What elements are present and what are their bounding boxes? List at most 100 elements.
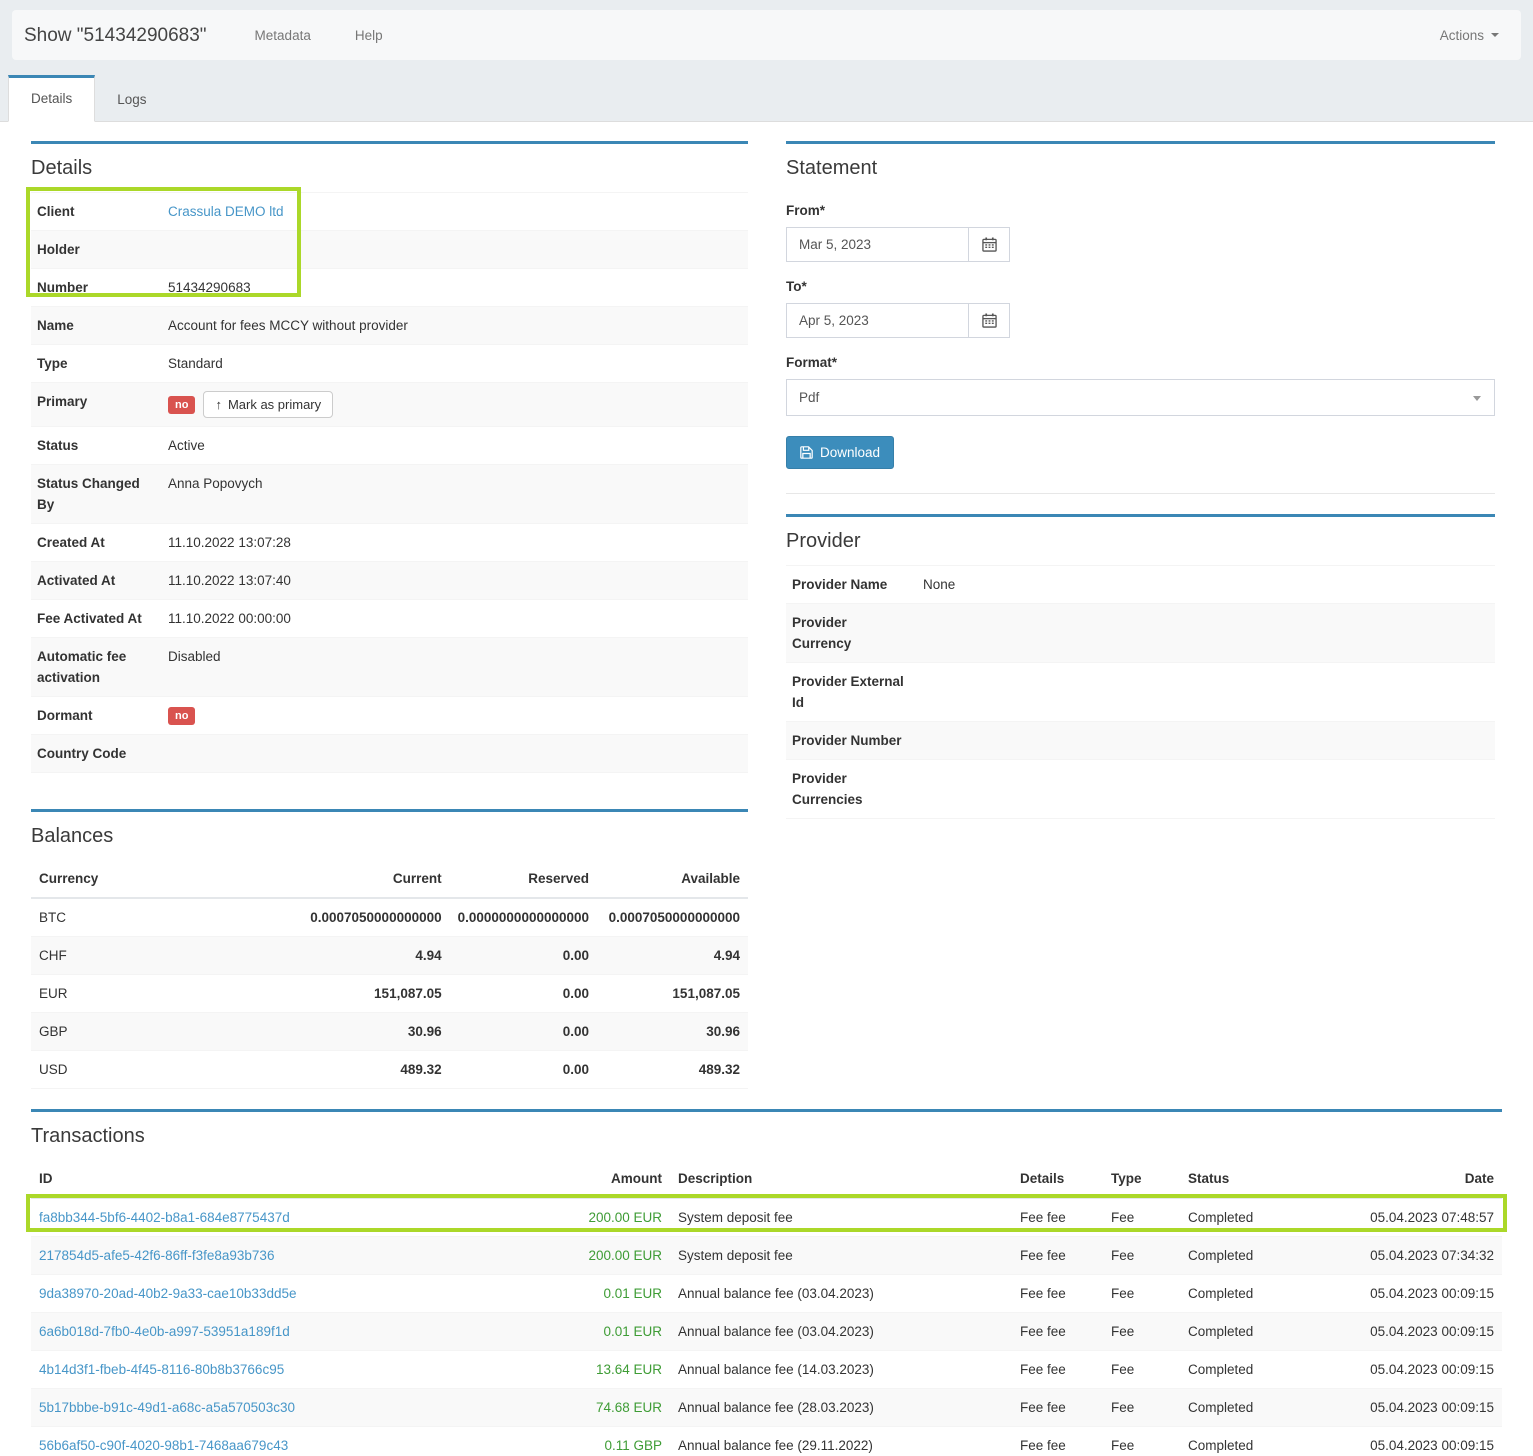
to-calendar-addon[interactable] [968,303,1010,338]
balance-row: GBP 30.96 0.00 30.96 [31,1012,748,1051]
from-date-group [786,227,1011,262]
transaction-id-link[interactable]: 4b14d3f1-fbeb-4f45-8116-80b8b3766c95 [39,1362,285,1377]
menu-item-help[interactable]: Help [354,27,383,43]
detail-label: Fee Activated At [31,599,162,638]
to-date-input[interactable] [786,303,969,338]
detail-row-type: Type Standard [31,344,748,383]
transaction-id-link[interactable]: 6a6b018d-7fb0-4e0b-a997-53951a189f1d [39,1324,290,1339]
from-calendar-addon[interactable] [968,227,1010,262]
detail-value: 11.10.2022 13:07:28 [162,523,748,562]
balance-current: 4.94 [269,936,450,975]
transaction-date: 05.04.2023 07:34:32 [1300,1236,1502,1275]
download-label: Download [820,445,881,460]
balance-reserved: 0.00 [449,1012,598,1051]
balance-currency: BTC [31,897,270,937]
column-header-id: ID [31,1160,425,1199]
column-header-current: Current [269,860,450,899]
download-button[interactable]: Download [786,436,895,469]
provider-value [917,662,1495,722]
transaction-details: Fee fee [1012,1236,1103,1275]
provider-value: None [917,565,1495,604]
column-header-amount: Amount [425,1160,670,1199]
transaction-type: Fee [1103,1274,1180,1313]
detail-value: no [162,696,748,735]
detail-label: Number [31,268,162,307]
detail-row-activated-at: Activated At 11.10.2022 13:07:40 [31,561,748,600]
tab-bar: Details Logs [0,75,1533,122]
detail-row-number: Number 51434290683 [31,268,748,307]
transaction-amount: 74.68 EUR [425,1388,670,1427]
transaction-details: Fee fee [1012,1350,1103,1389]
provider-row-external-id: Provider External Id [786,662,1495,722]
detail-label: Status Changed By [31,464,162,524]
transaction-row: 9da38970-20ad-40b2-9a33-cae10b33dd5e 0.0… [31,1274,1502,1313]
to-label: To* [786,279,807,294]
balance-available: 30.96 [597,1012,748,1051]
statement-panel: Statement From* To* Format* P [786,141,1495,494]
column-header-date: Date [1300,1160,1502,1199]
transactions-panel: Transactions ID Amount Description Detai… [26,1109,1507,1456]
tab-logs[interactable]: Logs [117,92,147,107]
balance-reserved: 0.0000000000000000 [449,897,598,937]
detail-value: Anna Popovych [162,464,748,524]
provider-row-currencies: Provider Currencies [786,759,1495,819]
transaction-description: System deposit fee [670,1197,1012,1237]
detail-value [162,230,748,269]
detail-row-automatic-fee-activation: Automatic fee activation Disabled [31,637,748,697]
transaction-description: Annual balance fee (03.04.2023) [670,1312,1012,1351]
balance-currency: GBP [31,1012,270,1051]
provider-value [917,721,1495,760]
balance-reserved: 0.00 [449,974,598,1013]
balance-currency: EUR [31,974,270,1013]
format-select[interactable]: Pdf [786,379,1495,416]
transaction-id-link[interactable]: fa8bb344-5bf6-4402-b8a1-684e8775437d [39,1210,290,1225]
mark-as-primary-button[interactable]: ↑ Mark as primary [203,391,334,418]
detail-row-country-code: Country Code [31,734,748,773]
transaction-id-link[interactable]: 56b6af50-c90f-4020-98b1-7468aa679c43 [39,1438,289,1453]
actions-dropdown[interactable]: Actions [1440,25,1499,46]
balance-current: 489.32 [269,1050,450,1089]
provider-label: Provider Currencies [786,759,917,819]
balance-current: 151,087.05 [269,974,450,1013]
detail-value: 51434290683 [162,268,748,307]
transaction-description: Annual balance fee (14.03.2023) [670,1350,1012,1389]
client-link[interactable]: Crassula DEMO ltd [168,204,284,219]
detail-label: Automatic fee activation [31,637,162,697]
column-header-available: Available [597,860,748,899]
balance-row: CHF 4.94 0.00 4.94 [31,936,748,975]
detail-value: no ↑ Mark as primary [162,382,748,427]
transaction-amount: 0.11 GBP [425,1426,670,1456]
provider-table: Provider Name None Provider Currency Pro… [786,565,1495,819]
transaction-id-link[interactable]: 217854d5-afe5-42f6-86ff-f3fe8a93b736 [39,1248,275,1263]
balance-current: 30.96 [269,1012,450,1051]
balance-current: 0.0007050000000000 [269,897,450,937]
transaction-id-cell: 6a6b018d-7fb0-4e0b-a997-53951a189f1d [31,1312,425,1351]
detail-row-dormant: Dormant no [31,696,748,735]
balance-reserved: 0.00 [449,1050,598,1089]
transaction-date: 05.04.2023 00:09:15 [1300,1388,1502,1427]
detail-label: Country Code [31,734,162,773]
detail-label: Type [31,344,162,383]
transaction-type: Fee [1103,1350,1180,1389]
detail-label: Client [31,192,162,231]
transaction-details: Fee fee [1012,1388,1103,1427]
detail-value: Disabled [162,637,748,697]
transaction-id-link[interactable]: 9da38970-20ad-40b2-9a33-cae10b33dd5e [39,1286,297,1301]
transaction-id-cell: 56b6af50-c90f-4020-98b1-7468aa679c43 [31,1426,425,1456]
detail-value: 11.10.2022 13:07:40 [162,561,748,600]
column-header-status: Status [1180,1160,1300,1199]
transaction-row: 217854d5-afe5-42f6-86ff-f3fe8a93b736 200… [31,1236,1502,1275]
column-header-type: Type [1103,1160,1180,1199]
details-table: Client Crassula DEMO ltd Holder Number 5… [31,192,748,773]
transaction-id-cell: 217854d5-afe5-42f6-86ff-f3fe8a93b736 [31,1236,425,1275]
transaction-amount: 200.00 EUR [425,1236,670,1275]
detail-row-holder: Holder [31,230,748,269]
balances-panel-title: Balances [31,825,114,847]
transaction-id-link[interactable]: 5b17bbbe-b91c-49d1-a68c-a5a570503c30 [39,1400,295,1415]
transaction-details: Fee fee [1012,1197,1103,1237]
menu-item-metadata[interactable]: Metadata [254,27,311,43]
tab-details[interactable]: Details [8,75,96,122]
provider-row-name: Provider Name None [786,565,1495,604]
from-date-input[interactable] [786,227,969,262]
format-label: Format* [786,355,838,370]
